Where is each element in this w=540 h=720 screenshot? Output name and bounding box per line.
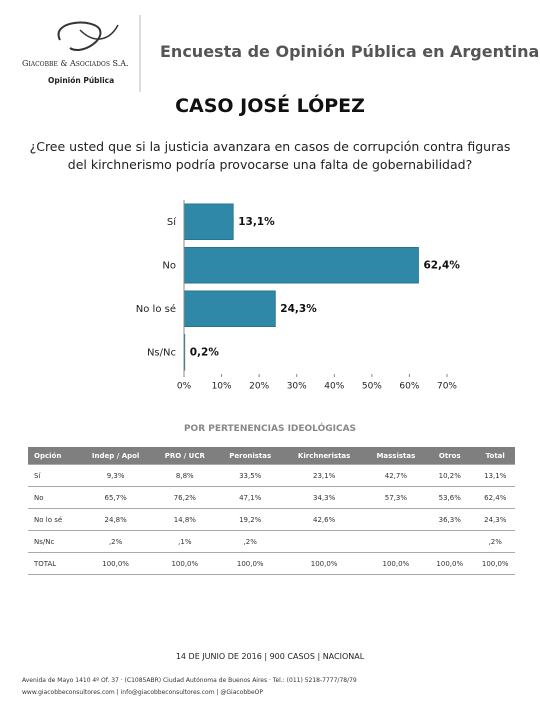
table-cell: ,2% <box>213 530 281 553</box>
table-cell <box>361 508 425 531</box>
table-cell: 53,6% <box>424 486 470 509</box>
value-label: 0,2% <box>190 346 220 358</box>
table-row: Sí 9,3% 8,8% 33,5% 23,1% 42,7% 10,2% 13,1% <box>28 464 515 487</box>
table-cell: ,2% <box>469 530 515 553</box>
table-cell: 42,6% <box>280 508 362 531</box>
header-cell: Opción <box>28 447 76 465</box>
table-cell: 24,8% <box>75 508 150 531</box>
header-cell: Indep / Apol <box>75 447 150 465</box>
table-cell: 57,3% <box>361 486 425 509</box>
table-cell: 33,5% <box>213 464 281 487</box>
header-cell: Massistas <box>361 447 425 465</box>
table-cell: 100,0% <box>469 552 515 575</box>
table-cell: 23,1% <box>280 464 362 487</box>
x-tick-label: 20% <box>249 382 269 392</box>
table-cell: 36,3% <box>424 508 470 531</box>
table-cell: 13,1% <box>469 464 515 487</box>
logo-tagline: Opinión Pública <box>48 76 115 85</box>
bar <box>183 247 419 284</box>
logo-art <box>57 15 141 92</box>
footer-web: www.giacobbeconsultores.com | info@giaco… <box>22 689 264 696</box>
table-cell: 34,3% <box>280 486 362 509</box>
x-tick-label: 30% <box>287 382 307 392</box>
question: ¿Cree usted que si la justicia avanzara … <box>0 138 540 174</box>
value-label: 24,3% <box>280 303 317 315</box>
table-cell: 10,2% <box>424 464 470 487</box>
table-cell: 8,8% <box>149 464 214 487</box>
y-tick-label: Ns/Nc <box>147 347 176 358</box>
table-title: POR PERTENENCIAS IDEOLÓGICAS <box>183 424 357 434</box>
footer-address: Avenida de Mayo 1410 4º Of. 37 · (C1085A… <box>22 677 357 684</box>
table-cell: 24,3% <box>469 508 515 531</box>
table-cell <box>361 530 425 553</box>
chart: 0% 10% 20% 30% 40% 50% 60% 70% Sí 13,1% No 62,4% No … <box>136 200 460 392</box>
table-cell: No <box>28 486 76 509</box>
table-cell: 62,4% <box>469 486 515 509</box>
y-tick-label: No lo sé <box>136 303 176 315</box>
table-cell: 42,7% <box>361 464 425 487</box>
header-cell: PRO / UCR <box>149 447 214 465</box>
table-cell <box>424 530 470 553</box>
table-row: No lo sé 24,8% 14,8% 19,2% 42,6% 36,3% 24,3% <box>28 508 515 531</box>
x-tick-label: 70% <box>437 382 457 392</box>
logo-swoosh <box>57 21 102 51</box>
y-tick-label: No <box>162 260 176 271</box>
x-tick-label: 40% <box>324 382 344 392</box>
table-cell <box>280 530 362 553</box>
table-cell: 19,2% <box>213 508 281 531</box>
header-cell: Kirchneristas <box>280 447 362 465</box>
header-row: Opción Indep / Apol PRO / UCR Peronistas Kir… <box>28 447 515 465</box>
table-cell: TOTAL <box>28 552 76 575</box>
header-cell: Peronistas <box>213 447 281 465</box>
table: Opción Indep / Apol PRO / UCR Peronistas Kir… <box>28 447 515 575</box>
table-row: No 65,7% 76,2% 47,1% 34,3% 57,3% 53,6% 62,4% <box>28 486 515 509</box>
x-tick-label: 60% <box>399 382 419 392</box>
bar <box>183 290 276 327</box>
table-cell: Sí <box>28 464 76 487</box>
table-cell: 76,2% <box>149 486 214 509</box>
table-row: Ns/Nc ,2% ,1% ,2% ,2% <box>28 530 515 553</box>
table-cell: No lo sé <box>28 508 76 531</box>
y-tick-label: Sí <box>167 216 177 228</box>
table-cell: 47,1% <box>213 486 281 509</box>
value-label: 13,1% <box>238 216 275 228</box>
table-cell: ,1% <box>149 530 214 553</box>
logo-name: Giacobbe & Asociados S.A. <box>22 59 129 68</box>
header-cell: Total <box>469 447 515 465</box>
table-cell: 65,7% <box>75 486 150 509</box>
table-cell: 100,0% <box>424 552 470 575</box>
value-label: 62,4% <box>423 259 460 271</box>
bar <box>183 203 234 240</box>
question-line: ¿Cree usted que si la justicia avanzara … <box>29 139 511 154</box>
header-cell: Otros <box>424 447 470 465</box>
table-cell: 100,0% <box>213 552 281 575</box>
table-cell: 100,0% <box>149 552 214 575</box>
table-cell: 100,0% <box>75 552 150 575</box>
table-cell: Ns/Nc <box>28 530 76 553</box>
table-row: TOTAL 100,0% 100,0% 100,0% 100,0% 100,0% 100,0… <box>28 552 515 575</box>
table-cell: 14,8% <box>149 508 214 531</box>
x-tick-label: 0% <box>177 382 192 392</box>
table-cell: ,2% <box>75 530 150 553</box>
question-line: del kirchnerismo podría provocarse una f… <box>67 157 473 172</box>
logo-swoosh <box>79 24 119 40</box>
table-cell: 100,0% <box>280 552 362 575</box>
x-tick-label: 10% <box>212 382 232 392</box>
table-cell: 100,0% <box>361 552 425 575</box>
case-title: CASO JOSÉ LÓPEZ <box>175 95 365 117</box>
x-tick-label: 50% <box>362 382 382 392</box>
table-cell: 9,3% <box>75 464 150 487</box>
footer-info: 14 DE JUNIO DE 2016 | 900 CASOS | NACION… <box>175 652 365 661</box>
header-title: Encuesta de Opinión Pública en Argentina <box>160 42 540 61</box>
